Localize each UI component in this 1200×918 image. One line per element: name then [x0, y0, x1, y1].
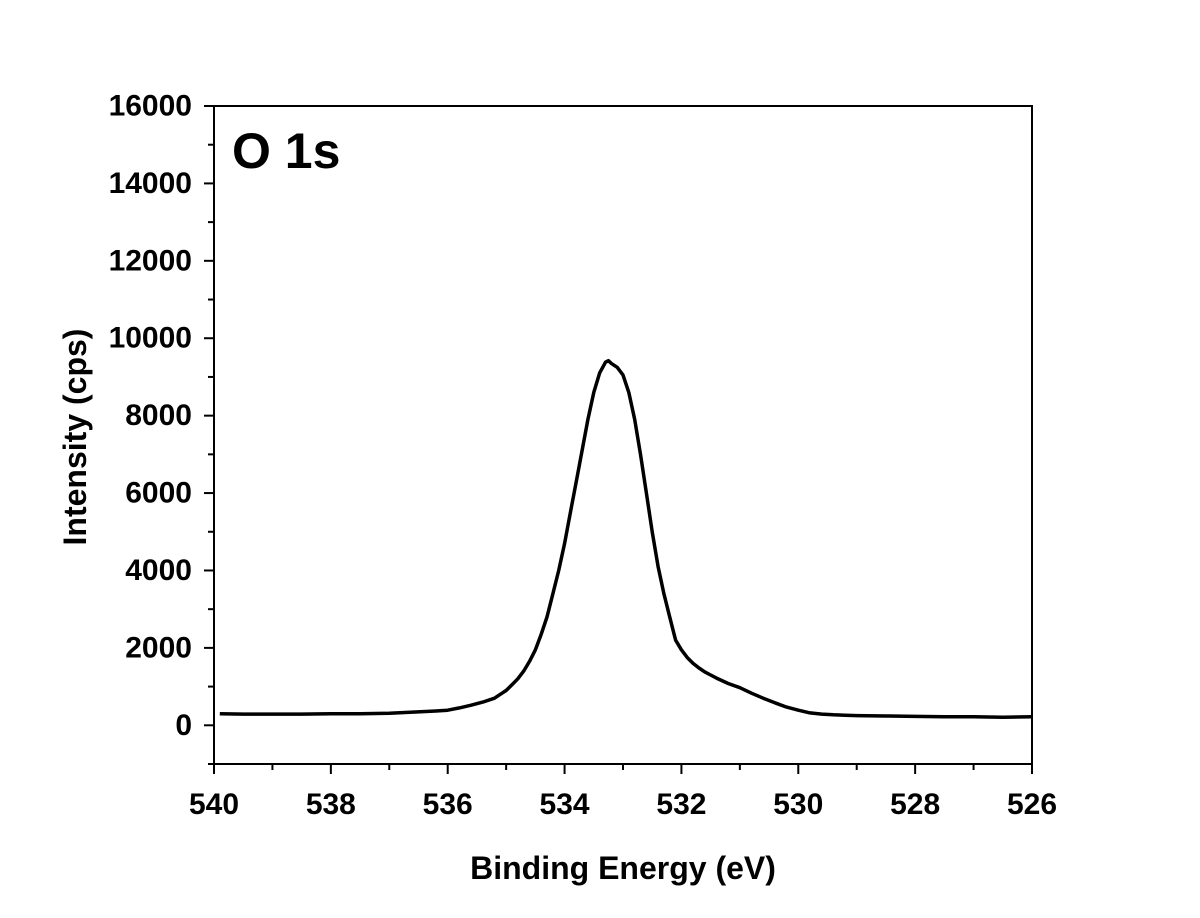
x-axis-title: Binding Energy (eV)	[470, 850, 776, 886]
x-tick-label: 526	[1007, 788, 1057, 821]
y-tick-label: 8000	[125, 399, 192, 432]
y-tick-label: 12000	[109, 244, 192, 277]
series-line	[219, 358, 1033, 719]
x-tick-label: 540	[189, 788, 239, 821]
y-tick-label: 4000	[125, 554, 192, 587]
plot-frame	[213, 105, 1033, 765]
x-tick-label: 532	[656, 788, 706, 821]
x-tick-label: 534	[540, 788, 590, 821]
plot-area	[219, 358, 1033, 719]
y-axis-title: Intensity (cps)	[57, 329, 93, 546]
y-tick-label: 10000	[109, 322, 192, 355]
x-tick-label: 536	[423, 788, 473, 821]
y-axis-title-group: Intensity (cps)	[57, 329, 93, 546]
y-tick-label: 16000	[109, 90, 192, 123]
peak-annotation: O 1s	[232, 123, 340, 179]
x-tick-label: 538	[306, 788, 356, 821]
ticks-layer: 540 538 536 534 532 530 528 526 0 2000 4000 6000 800…	[109, 90, 1057, 822]
y-tick-label: 14000	[109, 167, 192, 200]
y-tick-label: 6000	[125, 477, 192, 510]
x-tick-label: 528	[890, 788, 940, 821]
y-tick-label: 0	[175, 709, 192, 742]
y-tick-label: 2000	[125, 631, 192, 664]
x-tick-label: 530	[773, 788, 823, 821]
